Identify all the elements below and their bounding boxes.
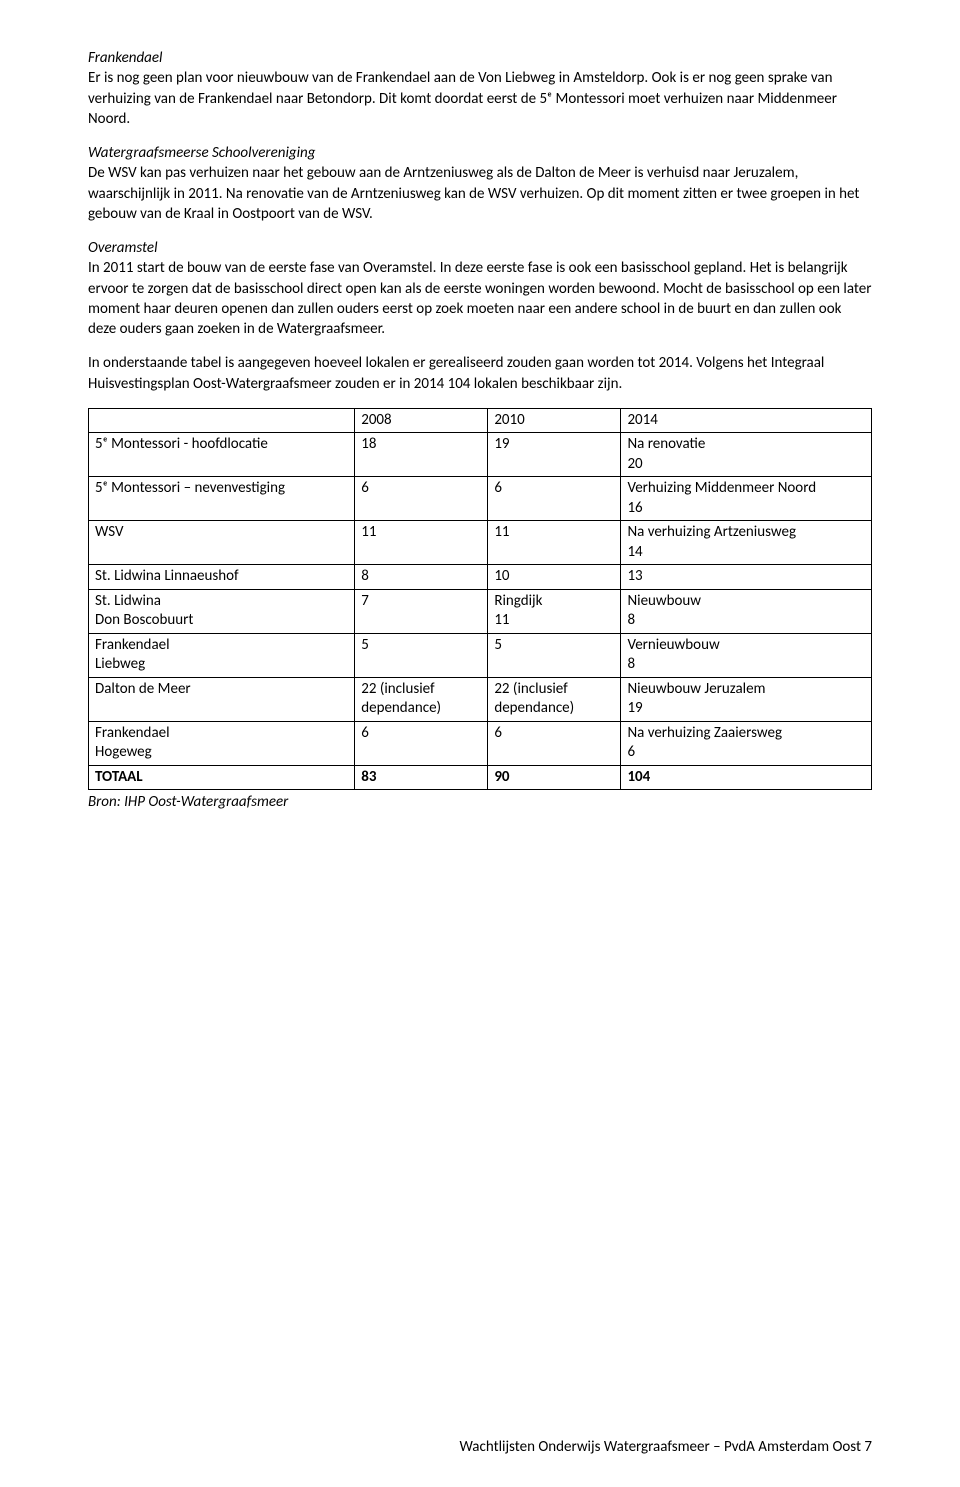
- table-cell: Na verhuizing Zaaiersweg6: [621, 721, 872, 765]
- table-cell: 6: [355, 477, 488, 521]
- page-footer: Wachtlijsten Onderwijs Watergraafsmeer –…: [459, 1437, 872, 1457]
- table-total-cell: 104: [621, 765, 872, 790]
- heading-frankendael: Frankendael: [88, 48, 872, 68]
- table-cell-label: Dalton de Meer: [89, 677, 355, 721]
- table-cell-label: St. Lidwina Linnaeushof: [89, 565, 355, 590]
- table-cell-label: St. LidwinaDon Boscobuurt: [89, 589, 355, 633]
- table-cell: Verhuizing Middenmeer Noord16: [621, 477, 872, 521]
- table-cell: 13: [621, 565, 872, 590]
- table-header-2014: 2014: [621, 408, 872, 433]
- table-cell: 11: [355, 521, 488, 565]
- table-header-row: 2008 2010 2014: [89, 408, 872, 433]
- table-cell-label: WSV: [89, 521, 355, 565]
- table-cell: 22 (inclusiefdependance): [488, 677, 621, 721]
- table-cell: 19: [488, 433, 621, 477]
- table-row: Dalton de Meer 22 (inclusiefdependance) …: [89, 677, 872, 721]
- table-row: FrankendaelHogeweg 6 6 Na verhuizing Zaa…: [89, 721, 872, 765]
- table-cell: 6: [488, 477, 621, 521]
- table-cell-label: FrankendaelLiebweg: [89, 633, 355, 677]
- heading-wsv: Watergraafsmeerse Schoolvereniging: [88, 143, 872, 163]
- table-source: Bron: IHP Oost-Watergraafsmeer: [88, 792, 872, 812]
- table-cell: 5: [488, 633, 621, 677]
- table-cell-label: 5ᵉ Montessori – nevenvestiging: [89, 477, 355, 521]
- table-cell: 8: [355, 565, 488, 590]
- lokalen-table: 2008 2010 2014 5ᵉ Montessori - hoofdloca…: [88, 408, 872, 791]
- table-cell: 5: [355, 633, 488, 677]
- table-cell: 6: [355, 721, 488, 765]
- table-cell: 7: [355, 589, 488, 633]
- table-row: FrankendaelLiebweg 5 5 Vernieuwbouw8: [89, 633, 872, 677]
- table-total-row: TOTAAL 83 90 104: [89, 765, 872, 790]
- table-cell-label: FrankendaelHogeweg: [89, 721, 355, 765]
- table-cell: Na renovatie20: [621, 433, 872, 477]
- table-cell: 11: [488, 521, 621, 565]
- table-row: 5ᵉ Montessori - hoofdlocatie 18 19 Na re…: [89, 433, 872, 477]
- table-cell: 18: [355, 433, 488, 477]
- document-page: Frankendael Er is nog geen plan voor nie…: [0, 0, 960, 1487]
- table-row: St. LidwinaDon Boscobuurt 7 Ringdijk11 N…: [89, 589, 872, 633]
- table-row: WSV 11 11 Na verhuizing Artzeniusweg14: [89, 521, 872, 565]
- table-header-2008: 2008: [355, 408, 488, 433]
- table-cell: 22 (inclusiefdependance): [355, 677, 488, 721]
- table-cell: 6: [488, 721, 621, 765]
- table-total-cell: 83: [355, 765, 488, 790]
- table-cell: 10: [488, 565, 621, 590]
- table-total-cell: 90: [488, 765, 621, 790]
- table-row: 5ᵉ Montessori – nevenvestiging 6 6 Verhu…: [89, 477, 872, 521]
- table-cell: Ringdijk11: [488, 589, 621, 633]
- paragraph-table-intro: In onderstaande tabel is aangegeven hoev…: [88, 353, 872, 394]
- table-cell: Nieuwbouw8: [621, 589, 872, 633]
- table-cell-label: 5ᵉ Montessori - hoofdlocatie: [89, 433, 355, 477]
- paragraph-frankendael: Er is nog geen plan voor nieuwbouw van d…: [88, 68, 872, 129]
- table-row: St. Lidwina Linnaeushof 8 10 13: [89, 565, 872, 590]
- heading-overamstel: Overamstel: [88, 238, 872, 258]
- table-header-empty: [89, 408, 355, 433]
- table-cell: Nieuwbouw Jeruzalem19: [621, 677, 872, 721]
- table-cell: Na verhuizing Artzeniusweg14: [621, 521, 872, 565]
- table-header-2010: 2010: [488, 408, 621, 433]
- paragraph-overamstel: In 2011 start de bouw van de eerste fase…: [88, 258, 872, 339]
- table-total-label: TOTAAL: [89, 765, 355, 790]
- table-cell: Vernieuwbouw8: [621, 633, 872, 677]
- paragraph-wsv: De WSV kan pas verhuizen naar het gebouw…: [88, 163, 872, 224]
